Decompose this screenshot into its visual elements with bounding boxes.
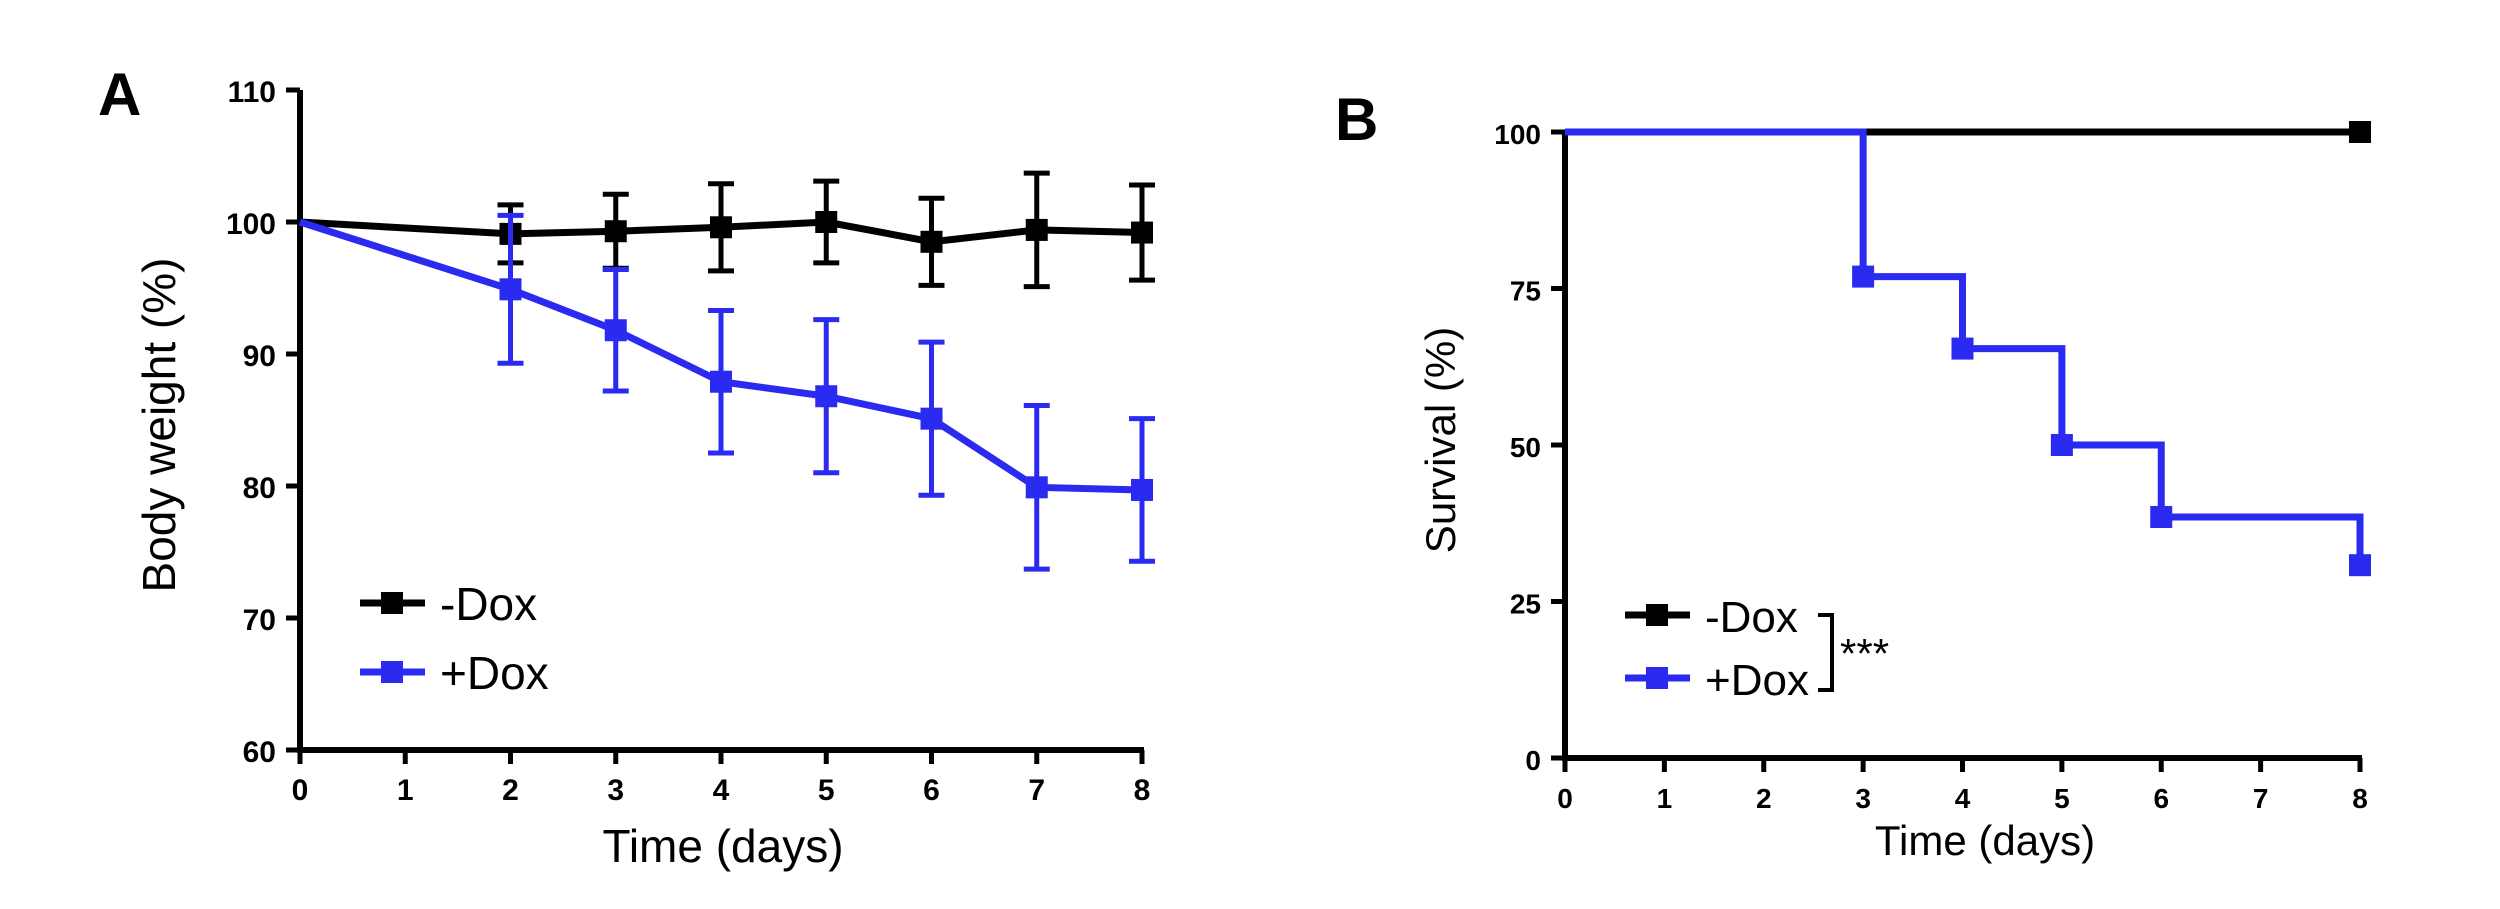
- panel-a-series-minus-dox-point: [710, 216, 732, 239]
- panel-b-label: B: [1335, 86, 1378, 153]
- panel-a-x-tick-label: 6: [923, 774, 940, 807]
- panel-a-series-minus-dox-point: [1025, 218, 1048, 241]
- panel-b-series-plus-dox-point: [1852, 265, 1875, 288]
- panel-a-series-minus-dox-point: [815, 211, 838, 233]
- panel-b-x-tick-label: 6: [2153, 783, 2169, 814]
- panel-a-series-plus-dox-point: [1131, 478, 1153, 501]
- panel-b-legend: -Dox +Dox ***: [1625, 593, 1889, 705]
- panel-a-x-tick-label: 1: [397, 774, 414, 807]
- panel-a-series-minus-dox-point: [1131, 221, 1153, 244]
- panel-b-x-tick-label: 0: [1557, 783, 1573, 814]
- panel-a-y-axis-title: Body weight (%): [133, 258, 185, 593]
- panel-b-series-minus-dox-point: [2349, 121, 2371, 143]
- panel-a-x-tick-label: 7: [1028, 774, 1045, 807]
- panel-b-series-plus-dox-point: [2349, 554, 2371, 577]
- legend-b-plus-dox-label: +Dox: [1705, 656, 1809, 705]
- panel-b-x-tick-label: 3: [1855, 783, 1871, 814]
- panel-a-y-tick-label: 60: [243, 736, 276, 769]
- panel-b-y-tick-label: 50: [1510, 432, 1541, 463]
- panel-b-x-tick-label: 5: [2054, 783, 2070, 814]
- panel-a-y-tick-label: 90: [243, 340, 276, 373]
- panel-b-y-tick-label: 25: [1510, 589, 1541, 620]
- panel-b-y-tick-label: 0: [1525, 745, 1541, 776]
- panel-a-label: A: [98, 61, 141, 128]
- panel-a-x-tick-label: 8: [1134, 774, 1151, 807]
- panel-b-x-tick-label: 7: [2253, 783, 2269, 814]
- legend-b-minus-dox-label: -Dox: [1705, 593, 1798, 642]
- panel-b-y-tick-label: 75: [1510, 276, 1541, 307]
- panel-b-series-plus-dox-point: [2150, 505, 2173, 528]
- panel-a-y-tick-label: 80: [243, 472, 276, 505]
- panel-b-series-plus-dox-point: [1951, 337, 1974, 360]
- panel-a-series-plus-dox-point: [499, 278, 522, 301]
- panel-a-x-axis-title: Time (days): [602, 820, 843, 872]
- panel-a-series-plus-dox-point: [920, 407, 943, 430]
- legend-a-plus-dox-marker: [381, 661, 403, 683]
- panel-a-series-minus-dox-point: [920, 230, 943, 253]
- panel-b-chart: 0 1 2 3 4 5 6 7 8 0 25 50 75 100: [1494, 119, 2371, 814]
- panel-a-series-plus-dox-line: [298, 218, 1143, 494]
- panel-b-y-axis-title: Survival (%): [1417, 327, 1464, 553]
- panel-b-x-tick-label: 1: [1657, 783, 1673, 814]
- panel-a-x-tick-label: 3: [607, 774, 624, 807]
- legend-a-minus-dox-marker: [381, 592, 403, 614]
- panel-b-series-plus-dox-point: [2050, 434, 2073, 456]
- panel-a-chart: 0 1 2 3 4 5 6 7 8 60 70 80 90 100 110: [226, 76, 1155, 807]
- legend-a-plus-dox-label: +Dox: [440, 647, 549, 699]
- panel-a-legend: -Dox +Dox: [360, 578, 549, 699]
- panel-a-y-tick-label: 70: [243, 604, 276, 637]
- panel-b-x-tick-label: 4: [1955, 783, 1971, 814]
- legend-a-minus-dox-label: -Dox: [440, 578, 537, 630]
- panel-a-y-tick-label: 100: [226, 208, 276, 241]
- panel-b-series-plus-dox-line: [1565, 128, 2364, 566]
- panel-a-x-tick-label: 5: [818, 774, 835, 807]
- significance-marker: ***: [1840, 630, 1889, 677]
- panel-a-series-plus-dox-point: [815, 385, 838, 408]
- panel-a-x-tick-label: 4: [713, 774, 730, 807]
- panel-a-series-minus-dox-point: [604, 220, 627, 243]
- panel-b-y-tick-label: 100: [1494, 119, 1541, 150]
- panel-b-x-axis-title: Time (days): [1875, 817, 2095, 864]
- legend-b-minus-dox-marker: [1646, 604, 1668, 626]
- panel-a-x-tick-label: 2: [502, 774, 519, 807]
- panel-b-x-tick-label: 2: [1756, 783, 1772, 814]
- panel-a-series-plus-dox-point: [1025, 476, 1048, 499]
- panel-a-y-tick-label: 110: [228, 76, 276, 109]
- panel-b-x-tick-label: 8: [2352, 783, 2368, 814]
- panel-a-series-plus-dox-point: [710, 370, 732, 393]
- panel-a-x-tick-label: 0: [292, 774, 309, 807]
- significance-bracket: [1818, 613, 1834, 692]
- panel-a-series-plus-dox-point: [604, 319, 627, 342]
- panel-a-series-minus-dox-line: [299, 218, 1143, 246]
- legend-b-plus-dox-marker: [1646, 667, 1668, 689]
